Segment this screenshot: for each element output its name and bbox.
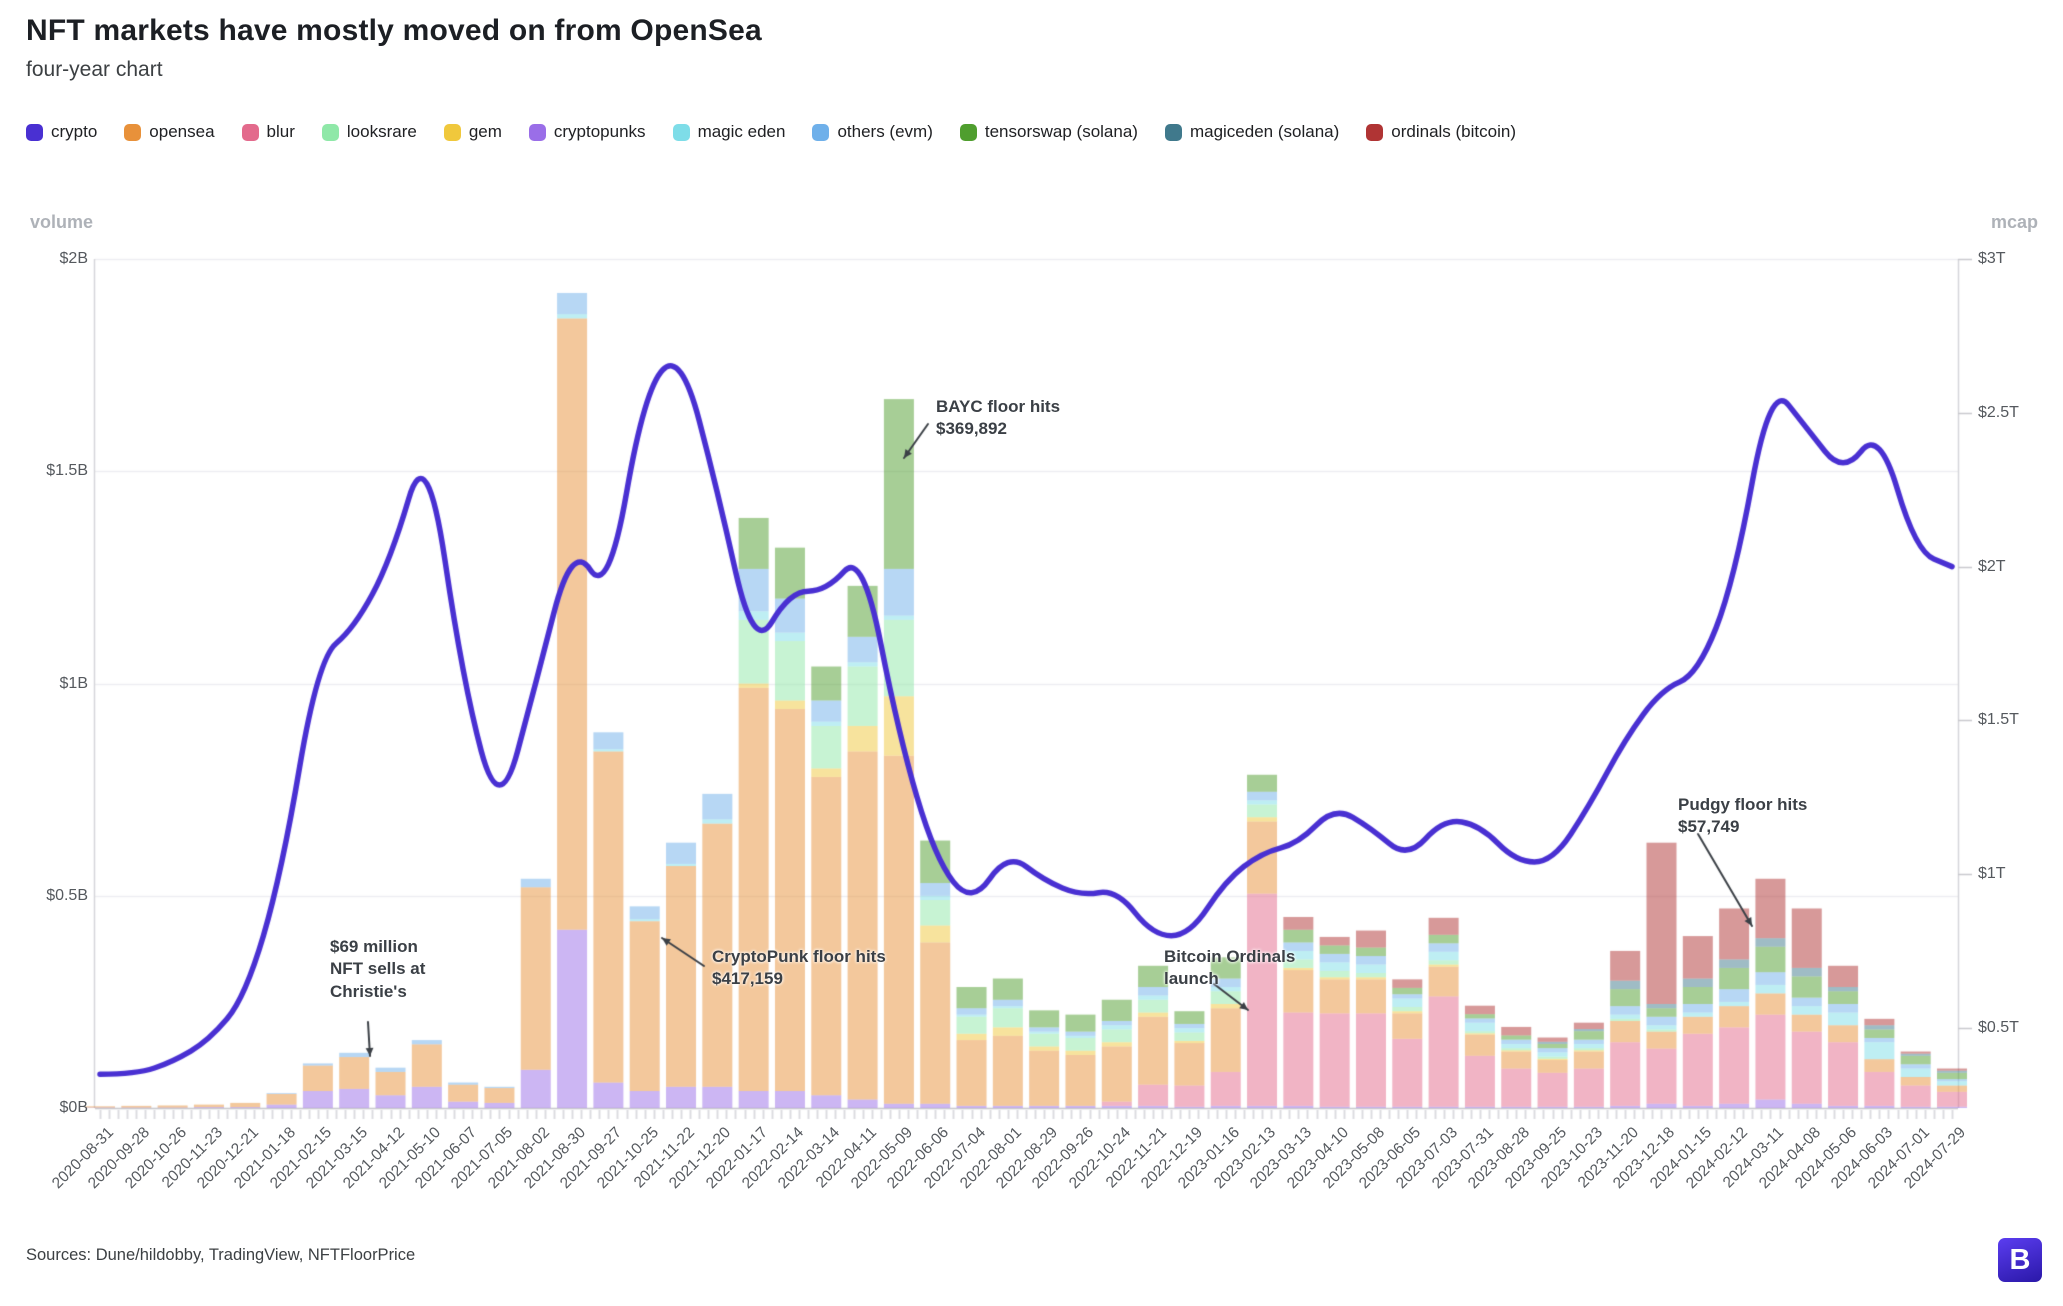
annotation-line: CryptoPunk floor hits <box>712 947 886 966</box>
legend-item-cryptopunks: cryptopunks <box>528 122 646 142</box>
left-axis-tick-label: $0.5B <box>46 886 88 904</box>
left-axis-tick-label: $1B <box>59 674 88 692</box>
annotation-line: NFT sells at <box>330 959 426 979</box>
legend-label: looksrare <box>346 122 417 141</box>
legend-label: magiceden (solana) <box>1189 122 1340 141</box>
legend-item-magiceden-solana-: magiceden (solana) <box>1164 122 1340 142</box>
right-axis-tick-label: $2.5T <box>1978 403 2019 421</box>
sources-note: Sources: Dune/hildobby, TradingView, NFT… <box>26 1246 416 1264</box>
legend-swatch-icon <box>443 123 461 141</box>
right-axis-tick-label: $1.5T <box>1978 711 2019 729</box>
left-axis-tick-label: $0B <box>59 1099 88 1116</box>
legend-label: blur <box>266 122 295 141</box>
legend-item-opensea: opensea <box>124 122 215 142</box>
legend-label: opensea <box>149 122 215 141</box>
left-axis-tick-label: $1.5B <box>46 462 88 480</box>
legend: crypto opensea blur looksrare gem cryptopunks… <box>26 122 1516 142</box>
right-axis-tick-label: $0.5T <box>1978 1019 2019 1037</box>
annotation-line: launch <box>1164 969 1219 989</box>
annotation-line: BAYC floor hits <box>936 397 1061 416</box>
legend-item-gem: gem <box>443 122 502 142</box>
right-axis-tick-label: $3T <box>1978 250 2006 267</box>
annotation-line: Christie's <box>330 981 407 1001</box>
legend-item-crypto: crypto <box>26 122 97 142</box>
annotation-bitcoin-ordinals: Bitcoin Ordinals launch <box>1164 946 1295 991</box>
legend-item-magic-eden: magic eden <box>672 122 786 142</box>
right-axis-tick-label: $1T <box>1978 865 2006 883</box>
legend-swatch-icon <box>321 123 339 141</box>
legend-item-ordinals-bitcoin-: ordinals (bitcoin) <box>1366 122 1516 142</box>
annotation-line: Pudgy floor hits <box>1678 795 1808 814</box>
annotation-line: $69 million <box>330 937 418 956</box>
annotation-cryptopunk-floor: CryptoPunk floor hits $417,159 <box>712 946 886 991</box>
blockworks-logo: B <box>1998 1238 2042 1282</box>
left-axis-tick-label: $2B <box>59 250 88 267</box>
legend-label: others (evm) <box>837 122 933 141</box>
legend-swatch-icon <box>1164 123 1182 141</box>
annotation-line: $57,749 <box>1678 817 1740 837</box>
page-title: NFT markets have mostly moved on from Op… <box>26 14 762 47</box>
legend-label: ordinals (bitcoin) <box>1391 122 1516 141</box>
left-axis-title: volume <box>30 212 94 232</box>
legend-swatch-icon <box>672 123 690 141</box>
right-axis-title: mcap <box>1990 212 2038 232</box>
annotation-line: $417,159 <box>712 969 783 989</box>
legend-swatch-icon <box>959 123 977 141</box>
annotation-line: $369,892 <box>936 419 1007 439</box>
legend-swatch-icon <box>1366 123 1384 141</box>
chart-subtitle: four-year chart <box>26 58 163 81</box>
legend-label: magic eden <box>697 122 786 141</box>
right-axis-tick-label: $2T <box>1978 557 2006 575</box>
legend-item-looksrare: looksrare <box>321 122 417 142</box>
legend-item-blur: blur <box>241 122 295 142</box>
legend-label: crypto <box>51 122 98 141</box>
annotation-pudgy-floor: Pudgy floor hits $57,749 <box>1678 794 1807 839</box>
legend-item-others-evm-: others (evm) <box>812 122 933 142</box>
legend-swatch-icon <box>124 123 142 141</box>
legend-swatch-icon <box>528 123 546 141</box>
legend-label: cryptopunks <box>553 122 646 141</box>
legend-label: gem <box>468 122 502 141</box>
legend-swatch-icon <box>241 123 259 141</box>
legend-label: tensorswap (solana) <box>984 122 1138 141</box>
annotation-christies: $69 million NFT sells at Christie's <box>330 936 425 1003</box>
legend-swatch-icon <box>26 123 43 141</box>
annotation-line: Bitcoin Ordinals <box>1164 947 1296 966</box>
legend-swatch-icon <box>812 123 830 141</box>
legend-item-tensorswap-solana-: tensorswap (solana) <box>959 122 1138 142</box>
annotation-bayc-floor: BAYC floor hits $369,892 <box>936 396 1060 441</box>
